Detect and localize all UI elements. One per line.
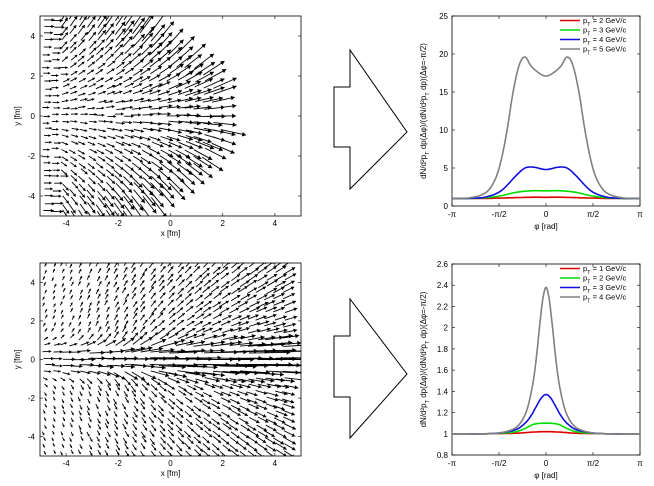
x-tick-label: 0 (544, 459, 549, 468)
y-tick-label: 1 (444, 430, 449, 439)
series-line-3 (452, 393, 640, 435)
x-tick-label: -2 (115, 219, 123, 228)
series-line-4 (452, 56, 640, 200)
x-tick-label: 4 (273, 459, 278, 468)
x-tick-label: 2 (220, 459, 225, 468)
y-tick-label: 4 (31, 32, 36, 41)
x-tick-label: -2 (115, 459, 123, 468)
x-axis-label: φ [rad] (534, 222, 557, 231)
y-tick-label: 0 (31, 112, 36, 121)
y-tick-label: 5 (444, 164, 449, 173)
flow-vector-plot-bottom: -4 -2 0 2 4 4 2 0 -2 -4 x [fm] y [fm] (13, 262, 302, 478)
y-axis-label: dN/d²pT dp(Δφ)/(dN/d²pT dp)(Δφ=-π/2) (419, 43, 431, 179)
arrow-heads (42, 263, 301, 456)
y-tick-label: 1.4 (437, 387, 449, 396)
x-tick-label: 2 (220, 219, 225, 228)
y-axis-label: dN/d²pT dp(Δφ)/(dN/d²pT dp)(Δφ=-π/2) (419, 291, 431, 427)
x-tick-label: -π/2 (492, 210, 507, 219)
y-tick-label: -2 (28, 152, 36, 161)
x-axis-label: x [fm] (161, 229, 181, 238)
x-axis-label: φ [rad] (534, 471, 557, 480)
flow-arrows (42, 16, 247, 216)
y-tick-label: 1.8 (437, 345, 449, 354)
x-tick-label: 0 (168, 219, 173, 228)
y-tick-label: 25 (439, 12, 448, 21)
y-tick-label: -4 (28, 192, 36, 201)
x-tick-label: 4 (273, 219, 278, 228)
y-tick-label: 2.6 (437, 260, 449, 269)
y-tick-label: 1.6 (437, 366, 449, 375)
x-tick-label: 0 (168, 459, 173, 468)
x-tick-label: π/2 (587, 459, 600, 468)
y-tick-label: 0.8 (437, 451, 449, 460)
y-tick-label: 20 (439, 50, 448, 59)
y-tick-label: 0 (444, 202, 449, 211)
y-tick-label: 2 (444, 324, 449, 333)
flow-vector-plot-top: -4 -2 0 2 4 4 2 0 -2 -4 x [fm] y [fm] (13, 15, 302, 238)
y-tick-label: 0 (31, 356, 36, 365)
x-tick-label: π (637, 210, 643, 219)
y-tick-label: 2.2 (437, 302, 449, 311)
arrow-shafts (42, 16, 247, 216)
y-axis-label: y [fm] (13, 350, 22, 370)
azimuthal-distribution-bottom: -π -π/2 0 π/2 π 0.8 1 1.2 1.4 1.6 1.8 2 2.2 2.4 2.6 φ [… (419, 260, 643, 480)
y-tick-label: -4 (28, 433, 36, 442)
series-line-3 (452, 166, 640, 200)
arrow-shape-bottom (333, 297, 408, 440)
y-axis-label: y [fm] (13, 106, 22, 126)
y-tick-label: 15 (439, 88, 448, 97)
series-line-4 (452, 286, 640, 435)
x-tick-label: -4 (63, 459, 71, 468)
x-tick-label: -π/2 (492, 459, 507, 468)
x-tick-label: -4 (63, 219, 71, 228)
x-tick-label: π/2 (587, 210, 600, 219)
flow-arrows (41, 263, 301, 456)
x-tick-label: -π (448, 210, 457, 219)
y-tick-label: 2 (31, 317, 36, 326)
y-tick-label: -2 (28, 394, 36, 403)
azimuthal-distribution-top: -π -π/2 0 π/2 π 0 5 10 15 20 25 φ [rad] dN/d²pT dp(Δ… (419, 12, 643, 231)
x-tick-label: π (637, 459, 643, 468)
x-axis-label: x [fm] (161, 469, 181, 478)
x-tick-label: -π (448, 459, 457, 468)
arrow-shape-top (333, 48, 408, 191)
y-tick-label: 2 (31, 72, 36, 81)
y-tick-label: 2.4 (437, 281, 449, 290)
y-tick-label: 4 (31, 278, 36, 287)
y-tick-label: 10 (439, 126, 448, 135)
x-tick-label: 0 (544, 210, 549, 219)
y-tick-label: 1.2 (437, 409, 449, 418)
